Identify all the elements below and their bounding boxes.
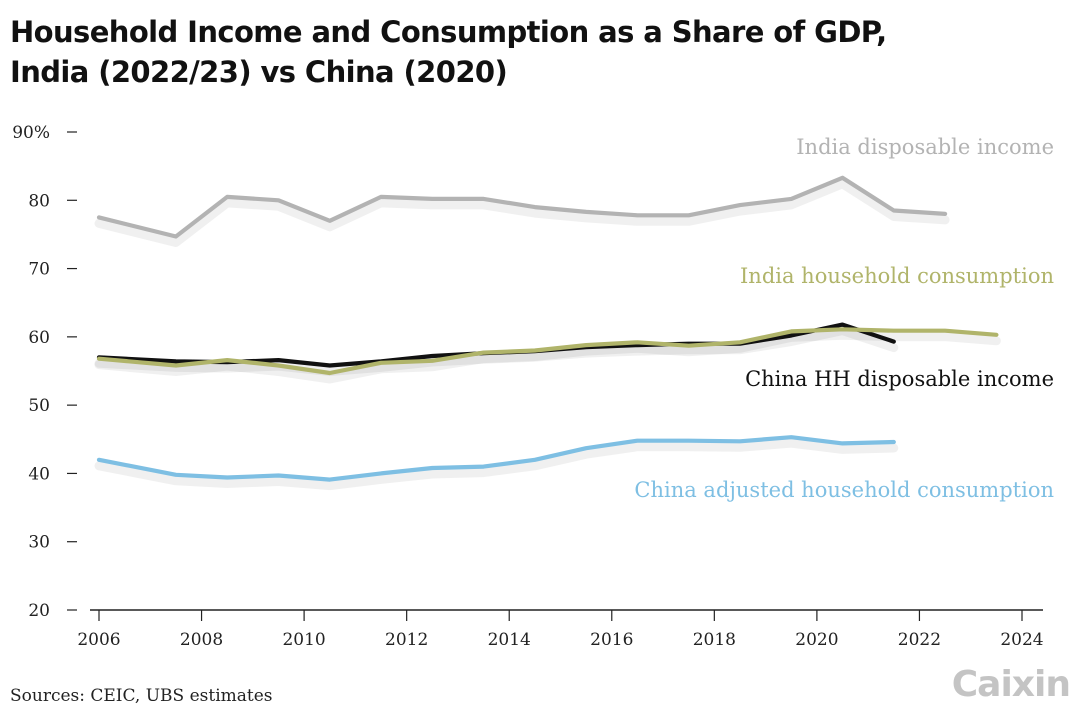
series-label-2: China HH disposable income (745, 367, 1054, 391)
series-shadow (94, 179, 950, 247)
x-tick-label: 2014 (488, 630, 531, 650)
chart-title-line-2: India (2022/23) vs China (2020) (10, 55, 508, 89)
x-axis: 2006 2008 2010 2012 2014 2016 2018 2020 2022 2024 (77, 609, 1044, 650)
x-tick-label: 2018 (693, 630, 736, 650)
source-note: Sources: CEIC, UBS estimates (10, 686, 273, 706)
y-tick-label: 40 (28, 464, 50, 484)
y-tick-label: 90% (12, 123, 50, 143)
x-tick-label: 2012 (385, 630, 428, 650)
x-tick-label: 2006 (77, 630, 120, 650)
x-tick-label: 2024 (1000, 630, 1043, 650)
y-tick-label: 70 (28, 260, 50, 280)
caixin-logo: Caixin (951, 664, 1071, 705)
series-shadow (94, 326, 899, 376)
y-tick-label: 50 (28, 396, 50, 416)
x-tick-label: 2008 (180, 630, 223, 650)
y-tick-label: 60 (28, 328, 50, 348)
series-label-3: China adjusted household consumption (634, 478, 1054, 502)
series-shadow (94, 330, 1001, 384)
series-lines (94, 175, 1001, 491)
series-label-0: India disposable income (796, 135, 1054, 159)
x-tick-label: 2010 (282, 630, 325, 650)
chart-title-line-1: Household Income and Consumption as a Sh… (10, 15, 887, 49)
series-line-0 (96, 175, 948, 239)
series-line-3 (96, 435, 896, 482)
chart-title: Household Income and Consumption as a Sh… (10, 12, 1070, 92)
y-axis: 20 30 40 50 60 70 80 90% (12, 123, 77, 621)
x-tick-label: 2016 (590, 630, 633, 650)
series-labels: India disposable income India household c… (634, 135, 1054, 502)
x-tick-label: 2020 (795, 630, 838, 650)
y-tick-label: 30 (28, 533, 50, 553)
x-tick-label: 2022 (898, 630, 941, 650)
series-line-1 (96, 327, 999, 376)
series-shadow (94, 438, 899, 491)
y-tick-label: 80 (28, 191, 50, 211)
y-tick-label: 20 (28, 601, 50, 621)
series-label-1: India household consumption (740, 264, 1054, 288)
